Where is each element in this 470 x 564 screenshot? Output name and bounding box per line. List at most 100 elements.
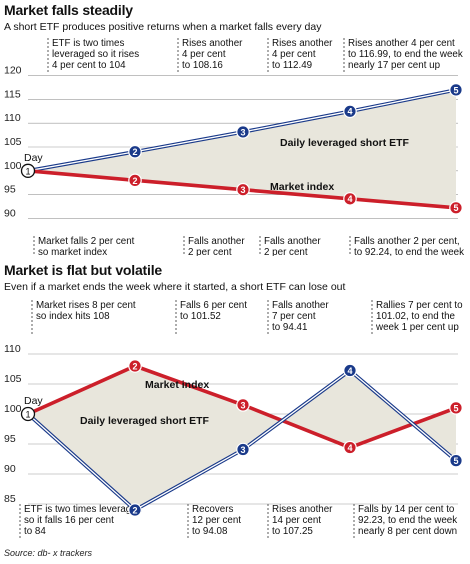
point-marker [343, 104, 357, 119]
y-tick-label: 110 [4, 112, 21, 124]
annotation-line: Falls another [264, 236, 321, 247]
chart2-subtitle: Even if a market ends the week where it … [4, 281, 346, 293]
annotation-line: 2 per cent [188, 247, 232, 256]
start-marker [20, 163, 36, 178]
point-marker [236, 398, 250, 412]
point-marker-label: 5 [453, 456, 458, 466]
annotation-line: 12 per cent [192, 515, 241, 526]
point-marker [449, 453, 463, 468]
chart1: 90 95 100 105 110 115 120 ETF is two timeslever… [4, 38, 464, 256]
annotation-line: 4 per cent to 104 [52, 60, 126, 71]
point-marker [343, 440, 357, 455]
point-marker [236, 442, 250, 457]
annotation-line: ETF is two times [52, 38, 124, 49]
annotation-line: Falls 6 per cent [180, 300, 247, 311]
point-marker [449, 401, 463, 415]
annotation-line: nearly 8 per cent down [358, 526, 457, 537]
point-marker [236, 182, 250, 197]
spread-area [28, 366, 456, 510]
y-tick-label: 95 [4, 184, 16, 196]
y-tick-label: 90 [4, 207, 16, 219]
y-tick-label: 85 [4, 493, 16, 505]
point-marker [449, 83, 463, 97]
annotation-line: to 92.24, to end the week [354, 247, 464, 256]
point-marker-label: 5 [453, 85, 458, 95]
annotation-line: 2 per cent [264, 247, 308, 256]
start-day-label: Day [24, 152, 43, 164]
annotation-line: to 112.49 [272, 60, 312, 71]
point-marker-label: 2 [132, 361, 137, 371]
series-label: Market index [270, 181, 334, 193]
y-tick-label: 100 [4, 160, 22, 172]
chart1-title: Market falls steadily [4, 2, 133, 18]
chart1-subtitle: A short ETF produces positive returns wh… [4, 21, 322, 33]
annotation-line: week 1 per cent up [375, 322, 459, 333]
series-label: Daily leveraged short ETF [280, 137, 410, 149]
point-marker-label: 3 [240, 445, 245, 455]
point-marker [128, 144, 142, 159]
annotation-line: so it falls 16 per cent [24, 515, 114, 526]
annotation-line: to 94.08 [192, 526, 228, 537]
point-marker [128, 503, 142, 517]
point-marker [343, 192, 357, 206]
start-marker-label: 1 [25, 166, 30, 176]
annotation-line: ETF is two times leveraged [24, 504, 142, 515]
annotation-line: to 84 [24, 526, 46, 537]
annotation-line: to 116.99, to end the week [348, 49, 463, 60]
series-label: Daily leveraged short ETF [80, 415, 210, 427]
annotation-line: 14 per cent [272, 515, 321, 526]
point-marker-label: 5 [453, 203, 458, 213]
point-marker-label: 3 [240, 400, 245, 410]
point-marker [128, 173, 142, 188]
point-marker-label: 4 [347, 194, 352, 204]
annotation-line: to 108.16 [182, 60, 223, 71]
annotation-line: Falls another [188, 236, 245, 247]
point-marker [128, 359, 142, 373]
annotation-line: so index hits 108 [36, 311, 110, 322]
start-marker [20, 406, 36, 422]
chart2-title: Market is flat but volatile [4, 262, 162, 278]
start-marker-label: 1 [25, 410, 30, 420]
annotation-line: 4 per cent [182, 49, 226, 60]
point-marker-label: 4 [347, 366, 352, 376]
annotation-line: Rises another [182, 38, 243, 49]
annotation-line: 92.23, to end the week [358, 515, 457, 526]
y-tick-label: 90 [4, 463, 16, 475]
annotation-line: to 101.52 [180, 311, 221, 322]
annotation-line: Falls another 2 per cent, [354, 236, 460, 247]
point-marker [236, 125, 250, 139]
annotation-line: leveraged so it rises [52, 49, 139, 60]
annotation-line: to 107.25 [272, 526, 313, 537]
y-tick-label: 120 [4, 65, 22, 77]
annotation-line: to 94.41 [272, 322, 307, 333]
annotation-line: Market falls 2 per cent [38, 236, 135, 247]
point-marker-label: 4 [347, 443, 352, 453]
y-tick-label: 95 [4, 433, 16, 445]
annotation-line: Rallies 7 per cent to [376, 300, 463, 311]
annotation-line: Falls by 14 per cent to [358, 504, 455, 515]
point-marker-label: 2 [132, 147, 137, 157]
source-note: Source: db- x trackers [4, 548, 93, 558]
start-day-label: Day [24, 395, 43, 407]
annotation-line: 101.02, to end the [376, 311, 456, 322]
point-marker [343, 363, 357, 378]
annotation-line: Falls another [272, 300, 329, 311]
point-marker-label: 3 [240, 185, 245, 195]
annotation-line: Market rises 8 per cent [36, 300, 136, 311]
annotation-line: 7 per cent [272, 311, 316, 322]
